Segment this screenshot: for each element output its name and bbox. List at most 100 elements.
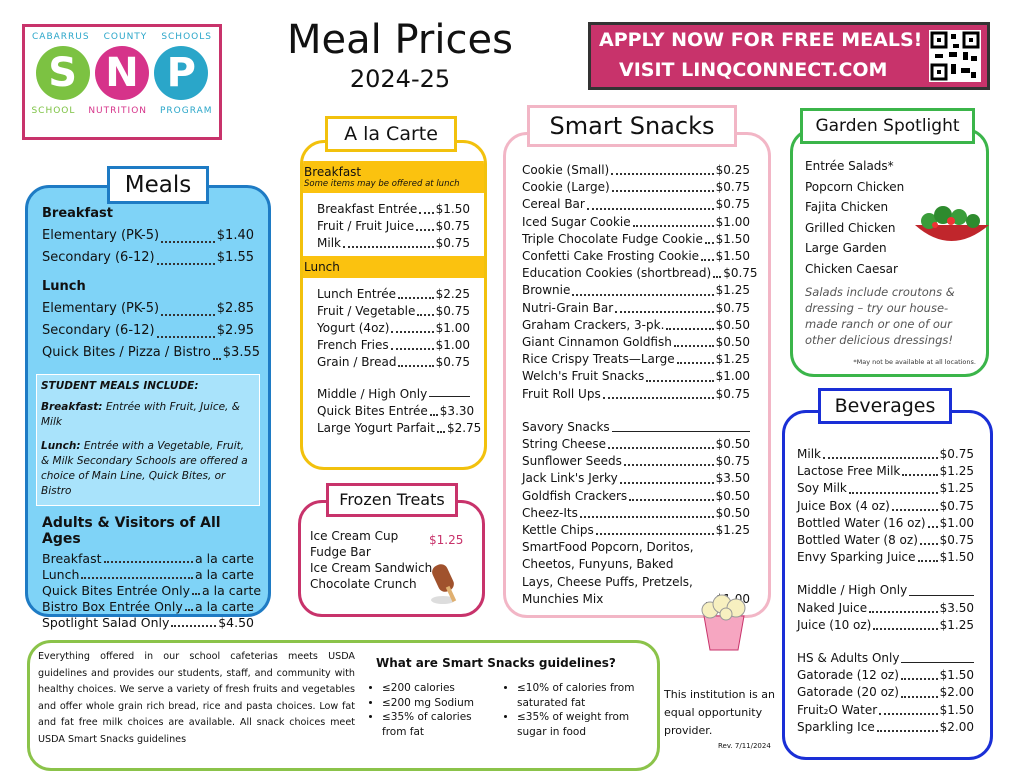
item-price: $1.00: [715, 214, 750, 229]
price-row: Naked Juice $3.50: [797, 600, 974, 617]
frozen-item: Fudge Bar: [310, 545, 371, 559]
leader: [342, 246, 434, 248]
logo: CABARRUS COUNTY SCHOOLS S N P SCHOOL NUTRIT…: [22, 24, 222, 140]
item-price: $3.30: [439, 404, 475, 418]
leader: [161, 241, 215, 243]
item-name: Confetti Cake Frosting Cookie: [522, 249, 700, 264]
item-price: $1.00: [939, 515, 974, 530]
heading-rule: [901, 650, 974, 664]
garden-list: Entrée Salads* Popcorn Chicken Fajita Chic…: [805, 156, 976, 279]
price-row: Cookie (Large) $0.75: [522, 179, 750, 196]
price-row: String Cheese $0.50: [522, 436, 750, 453]
item-price: $1.25: [939, 617, 974, 632]
item-name: Bottled Water (8 oz): [797, 533, 918, 548]
price-row: Confetti Cake Frosting Cookie $1.50: [522, 248, 750, 265]
item-price: $4.50: [218, 615, 254, 630]
item-name: Cookie (Small): [522, 163, 610, 177]
price-row: Yogurt (4oz) $1.00: [317, 320, 470, 337]
item-name: Gatorade (20 oz): [797, 685, 899, 700]
section-heading: Middle / High Only: [797, 582, 974, 599]
leader: [615, 310, 714, 313]
a-la-carte-panel: Breakfast Some items may be offered at l…: [300, 140, 487, 470]
heading-text: Middle / High Only: [797, 583, 908, 598]
item-name: Envy Sparking Juice: [797, 550, 916, 565]
item-name: String Cheese: [522, 437, 607, 452]
leader: [822, 457, 938, 460]
note-heading: STUDENT MEALS INCLUDE:: [41, 380, 199, 392]
price-row: Quick Bites / Pizza / Bistro $3.55: [42, 342, 260, 364]
price-row: Gatorade (20 oz) $2.00: [797, 684, 974, 701]
price-row: Elementary (PK-5) $1.40: [42, 225, 254, 247]
item-name: Milk: [797, 447, 821, 461]
item-name: Education Cookies (shortbread): [522, 266, 712, 281]
item-name: Kettle Chips: [522, 523, 594, 538]
item-price: $0.75: [715, 386, 750, 401]
leader: [429, 414, 438, 416]
item-name: Elementary (PK-5): [42, 228, 160, 243]
price-row: Envy Sparking Juice $1.50: [797, 549, 974, 566]
item-price: $0.50: [715, 335, 750, 350]
item-price: $1.25: [715, 352, 750, 367]
price-row: Fruit Roll Ups $0.75: [522, 386, 750, 403]
price-row: Brownie $1.25: [522, 282, 750, 299]
price-row: Fruit₂O Water $1.50: [797, 702, 974, 719]
leader: [579, 516, 714, 519]
price-row: Bistro Box Entrée Only a la carte: [42, 599, 254, 615]
middle-high-heading: Middle / High Only: [303, 375, 484, 401]
item-name: Large Yogurt Parfait: [317, 421, 435, 435]
price-row: Juice (10 oz) $1.25: [797, 617, 974, 634]
item-price: $0.75: [939, 533, 974, 548]
snacks-sections: Cookie (Small) $0.25 Cookie (Large) $0.75 Ce…: [522, 162, 758, 608]
leader: [673, 345, 714, 348]
leader: [646, 379, 714, 382]
price-row: Welch's Fruit Snacks $1.00: [522, 368, 750, 385]
leader: [171, 625, 217, 627]
note-label: Breakfast:: [41, 401, 103, 413]
item-name: Graham Crackers, 3-pk.: [522, 317, 665, 332]
item-name: Quick Bites Entrée: [317, 404, 428, 418]
section-heading: Breakfast: [42, 206, 113, 221]
meals-panel: Breakfast Elementary (PK-5) $1.40 Secondary…: [25, 185, 271, 630]
item-price: $1.55: [216, 250, 254, 265]
note-text: Entrée with a Vegetable, Fruit, & Milk S…: [41, 440, 248, 497]
item-price: $0.75: [715, 300, 750, 315]
item-name: Juice (10 oz): [797, 617, 872, 632]
price-row: Soy Milk $1.25: [797, 480, 974, 497]
footer-panel: Everything offered in our school cafeter…: [27, 640, 660, 771]
leader: [192, 593, 201, 595]
price-row: Cookie (Small) $0.25: [522, 162, 750, 179]
middle-high-list: Quick Bites Entrée $3.30 Large Yogurt Parf…: [303, 401, 484, 439]
frozen-treats-panel: Ice Cream Cup Fudge Bar Ice Cream Sandwich…: [298, 500, 485, 617]
price-row: Elementary (PK-5) $2.85: [42, 298, 254, 320]
price-row: Bottled Water (8 oz) $0.75: [797, 532, 974, 549]
item-name: Yogurt (4oz): [317, 321, 390, 335]
adults-list: Breakfast a la carte Lunch a la carte Quick …: [42, 551, 261, 631]
breakfast-header: Breakfast Some items may be offered at l…: [303, 161, 484, 193]
item-price: a la carte: [194, 567, 254, 582]
leader: [416, 229, 434, 231]
price-row: Lactose Free Milk $1.25: [797, 463, 974, 480]
leader: [632, 224, 714, 227]
item-name: Lactose Free Milk: [797, 464, 901, 479]
price-row: Lunch Entrée $2.25: [317, 286, 470, 303]
leader: [919, 543, 938, 546]
item-name: Soy Milk: [797, 481, 847, 496]
heading-text: HS & Adults Only: [797, 651, 900, 666]
meals-sections: Breakfast Elementary (PK-5) $1.40 Secondary…: [42, 206, 260, 364]
item-name: Fruit / Fruit Juice: [317, 219, 415, 233]
item-name: Sunflower Seeds: [522, 454, 622, 469]
leader: [436, 431, 445, 433]
logo-word: NUTRITION: [88, 106, 148, 116]
item-price: $0.75: [723, 266, 758, 281]
item-price: $0.50: [715, 505, 750, 520]
price-row: Secondary (6-12) $2.95: [42, 320, 254, 342]
logo-word: PROGRAM: [159, 106, 213, 116]
leader: [419, 212, 434, 214]
leader: [869, 610, 938, 613]
item-name: Grain / Bread: [317, 355, 397, 369]
item-price: $0.75: [435, 236, 470, 250]
price-row: Iced Sugar Cookie $1.00: [522, 214, 750, 231]
garden-item: Popcorn Chicken: [805, 179, 905, 194]
item-price: $1.25: [939, 481, 974, 496]
item-name: Naked Juice: [797, 600, 868, 615]
